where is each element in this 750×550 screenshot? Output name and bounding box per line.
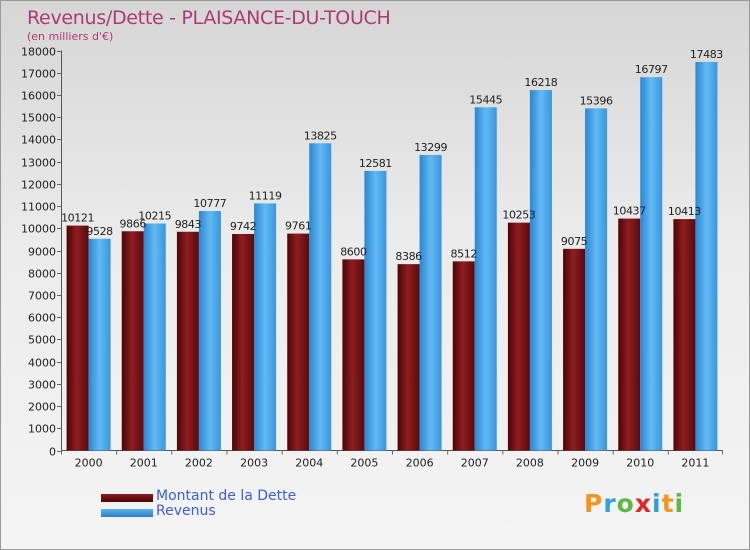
data-label-revenus: 13825: [304, 129, 337, 142]
legend-label-revenus: Revenus: [156, 503, 216, 519]
y-tick-label: 4000: [28, 357, 56, 370]
data-label-dette: 10121: [61, 212, 94, 225]
bar-revenus: [88, 238, 111, 451]
y-tick-label: 8000: [28, 268, 56, 281]
bar-dette: [342, 259, 365, 451]
bar-dette: [673, 219, 696, 451]
data-label-dette: 9075: [561, 235, 588, 248]
bar-revenus: [419, 154, 442, 451]
data-label-dette: 10253: [502, 209, 535, 222]
x-tick-label: 2001: [130, 457, 158, 470]
y-tick-label: 15000: [21, 112, 56, 125]
bar-dette: [397, 264, 420, 451]
bar-dette: [618, 218, 641, 451]
y-tick-label: 11000: [21, 201, 56, 214]
bar-revenus: [309, 143, 332, 451]
bar-revenus: [585, 108, 608, 451]
bar-revenus: [198, 211, 221, 451]
data-label-revenus: 11119: [249, 189, 282, 202]
data-label-revenus: 12581: [359, 157, 392, 170]
y-tick-label: 12000: [21, 179, 56, 192]
proxiti-logo: Proxiti: [584, 489, 684, 518]
y-tick-label: 16000: [21, 90, 56, 103]
y-tick-label: 1000: [28, 423, 56, 436]
legend-label-dette: Montant de la Dette: [156, 488, 297, 504]
data-label-dette: 8386: [395, 250, 422, 263]
bar-revenus: [143, 223, 166, 451]
y-tick-label: 3000: [28, 379, 56, 392]
x-tick-label: 2000: [75, 457, 103, 470]
x-tick-label: 2008: [516, 457, 544, 470]
y-tick-label: 9000: [28, 246, 56, 259]
logo-letter: t: [661, 489, 675, 518]
data-label-revenus: 13299: [414, 141, 447, 154]
x-tick-label: 2006: [406, 457, 434, 470]
logo-letter: P: [584, 489, 604, 518]
data-label-dette: 8512: [451, 247, 477, 260]
bar-dette: [176, 231, 199, 451]
data-label-dette: 9742: [230, 220, 256, 233]
y-tick-label: 2000: [28, 401, 56, 414]
bar-revenus: [695, 61, 718, 451]
x-tick-label: 2009: [571, 457, 599, 470]
logo-letter: i: [674, 489, 685, 518]
y-tick-label: 0: [49, 446, 56, 459]
bar-dette: [507, 222, 530, 451]
data-label-revenus: 9528: [86, 225, 113, 238]
data-label-revenus: 16218: [524, 76, 557, 89]
data-label-dette: 9843: [175, 218, 202, 231]
bar-revenus: [529, 90, 552, 451]
y-tick-label: 18000: [21, 46, 56, 59]
bar-revenus: [364, 170, 387, 451]
x-tick-label: 2002: [185, 457, 213, 470]
data-label-revenus: 15445: [469, 93, 502, 106]
y-tick-label: 17000: [21, 68, 56, 81]
legend-swatch-revenus: [101, 509, 153, 517]
x-tick-label: 2011: [681, 457, 709, 470]
bar-revenus: [254, 203, 277, 451]
chart-title: Revenus/Dette - PLAISANCE-DU-TOUCH: [27, 7, 391, 29]
y-tick-label: 14000: [21, 134, 56, 147]
bar-dette: [563, 248, 586, 451]
logo-letter: x: [634, 489, 652, 518]
x-tick-label: 2007: [461, 457, 489, 470]
x-tick-label: 2003: [240, 457, 268, 470]
y-tick-label: 7000: [28, 290, 56, 303]
data-label-dette: 8600: [340, 245, 367, 258]
chart-subtitle: (en milliers d'€): [27, 30, 114, 43]
x-tick-label: 2010: [626, 457, 654, 470]
bar-dette: [452, 261, 475, 451]
bar-dette: [287, 233, 310, 451]
data-label-dette: 10413: [668, 205, 701, 218]
bar-revenus: [474, 107, 497, 451]
data-label-revenus: 10777: [193, 197, 226, 210]
data-label-dette: 9866: [120, 217, 147, 230]
data-label-revenus: 15396: [580, 94, 613, 107]
y-tick-label: 10000: [21, 223, 56, 236]
y-tick-label: 6000: [28, 312, 56, 325]
logo-letter: r: [603, 489, 617, 518]
legend-swatch-dette: [101, 494, 153, 502]
data-label-revenus: 17483: [690, 48, 723, 61]
y-tick-label: 13000: [21, 157, 56, 170]
data-label-dette: 9761: [285, 220, 311, 233]
logo-letter: i: [652, 489, 662, 518]
bar-revenus: [640, 77, 663, 451]
data-label-revenus: 16797: [635, 63, 668, 76]
y-tick-label: 5000: [28, 334, 56, 347]
logo-letter: o: [616, 489, 635, 518]
bar-dette: [121, 231, 144, 451]
x-tick-label: 2005: [350, 457, 378, 470]
x-tick-label: 2004: [295, 457, 323, 470]
bar-dette: [232, 234, 255, 451]
data-label-revenus: 10215: [138, 210, 171, 223]
data-label-dette: 10437: [613, 205, 646, 218]
bar-dette: [66, 225, 89, 451]
